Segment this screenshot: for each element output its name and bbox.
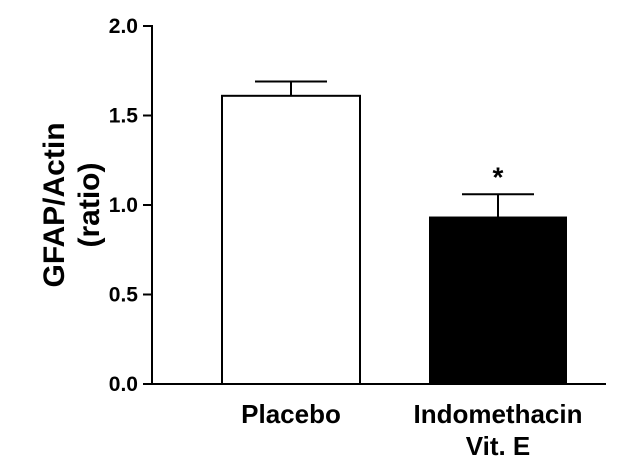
x-tick-label: Indomethacin — [413, 399, 582, 429]
y-tick-label: 1.5 — [109, 105, 139, 128]
y-axis-title-line: GFAP/Actin — [38, 122, 71, 287]
y-tick-label: 1.0 — [109, 194, 138, 217]
x-tick-label: Vit. E — [466, 431, 531, 461]
y-tick-label: 2.0 — [109, 15, 138, 38]
y-tick-label: 0.5 — [109, 284, 139, 307]
y-axis-title-line: (ratio) — [73, 163, 106, 248]
y-axis-title-rotated: GFAP/Actin (ratio) — [38, 122, 106, 287]
bar — [429, 216, 567, 385]
bar — [221, 94, 361, 385]
significance-marker: * — [493, 161, 504, 192]
x-tick-label: Placebo — [241, 399, 341, 429]
bars — [221, 80, 567, 385]
y-tick-label: 0.0 — [109, 373, 138, 396]
y-axis-title: GFAP/Actin (ratio) — [38, 122, 106, 287]
